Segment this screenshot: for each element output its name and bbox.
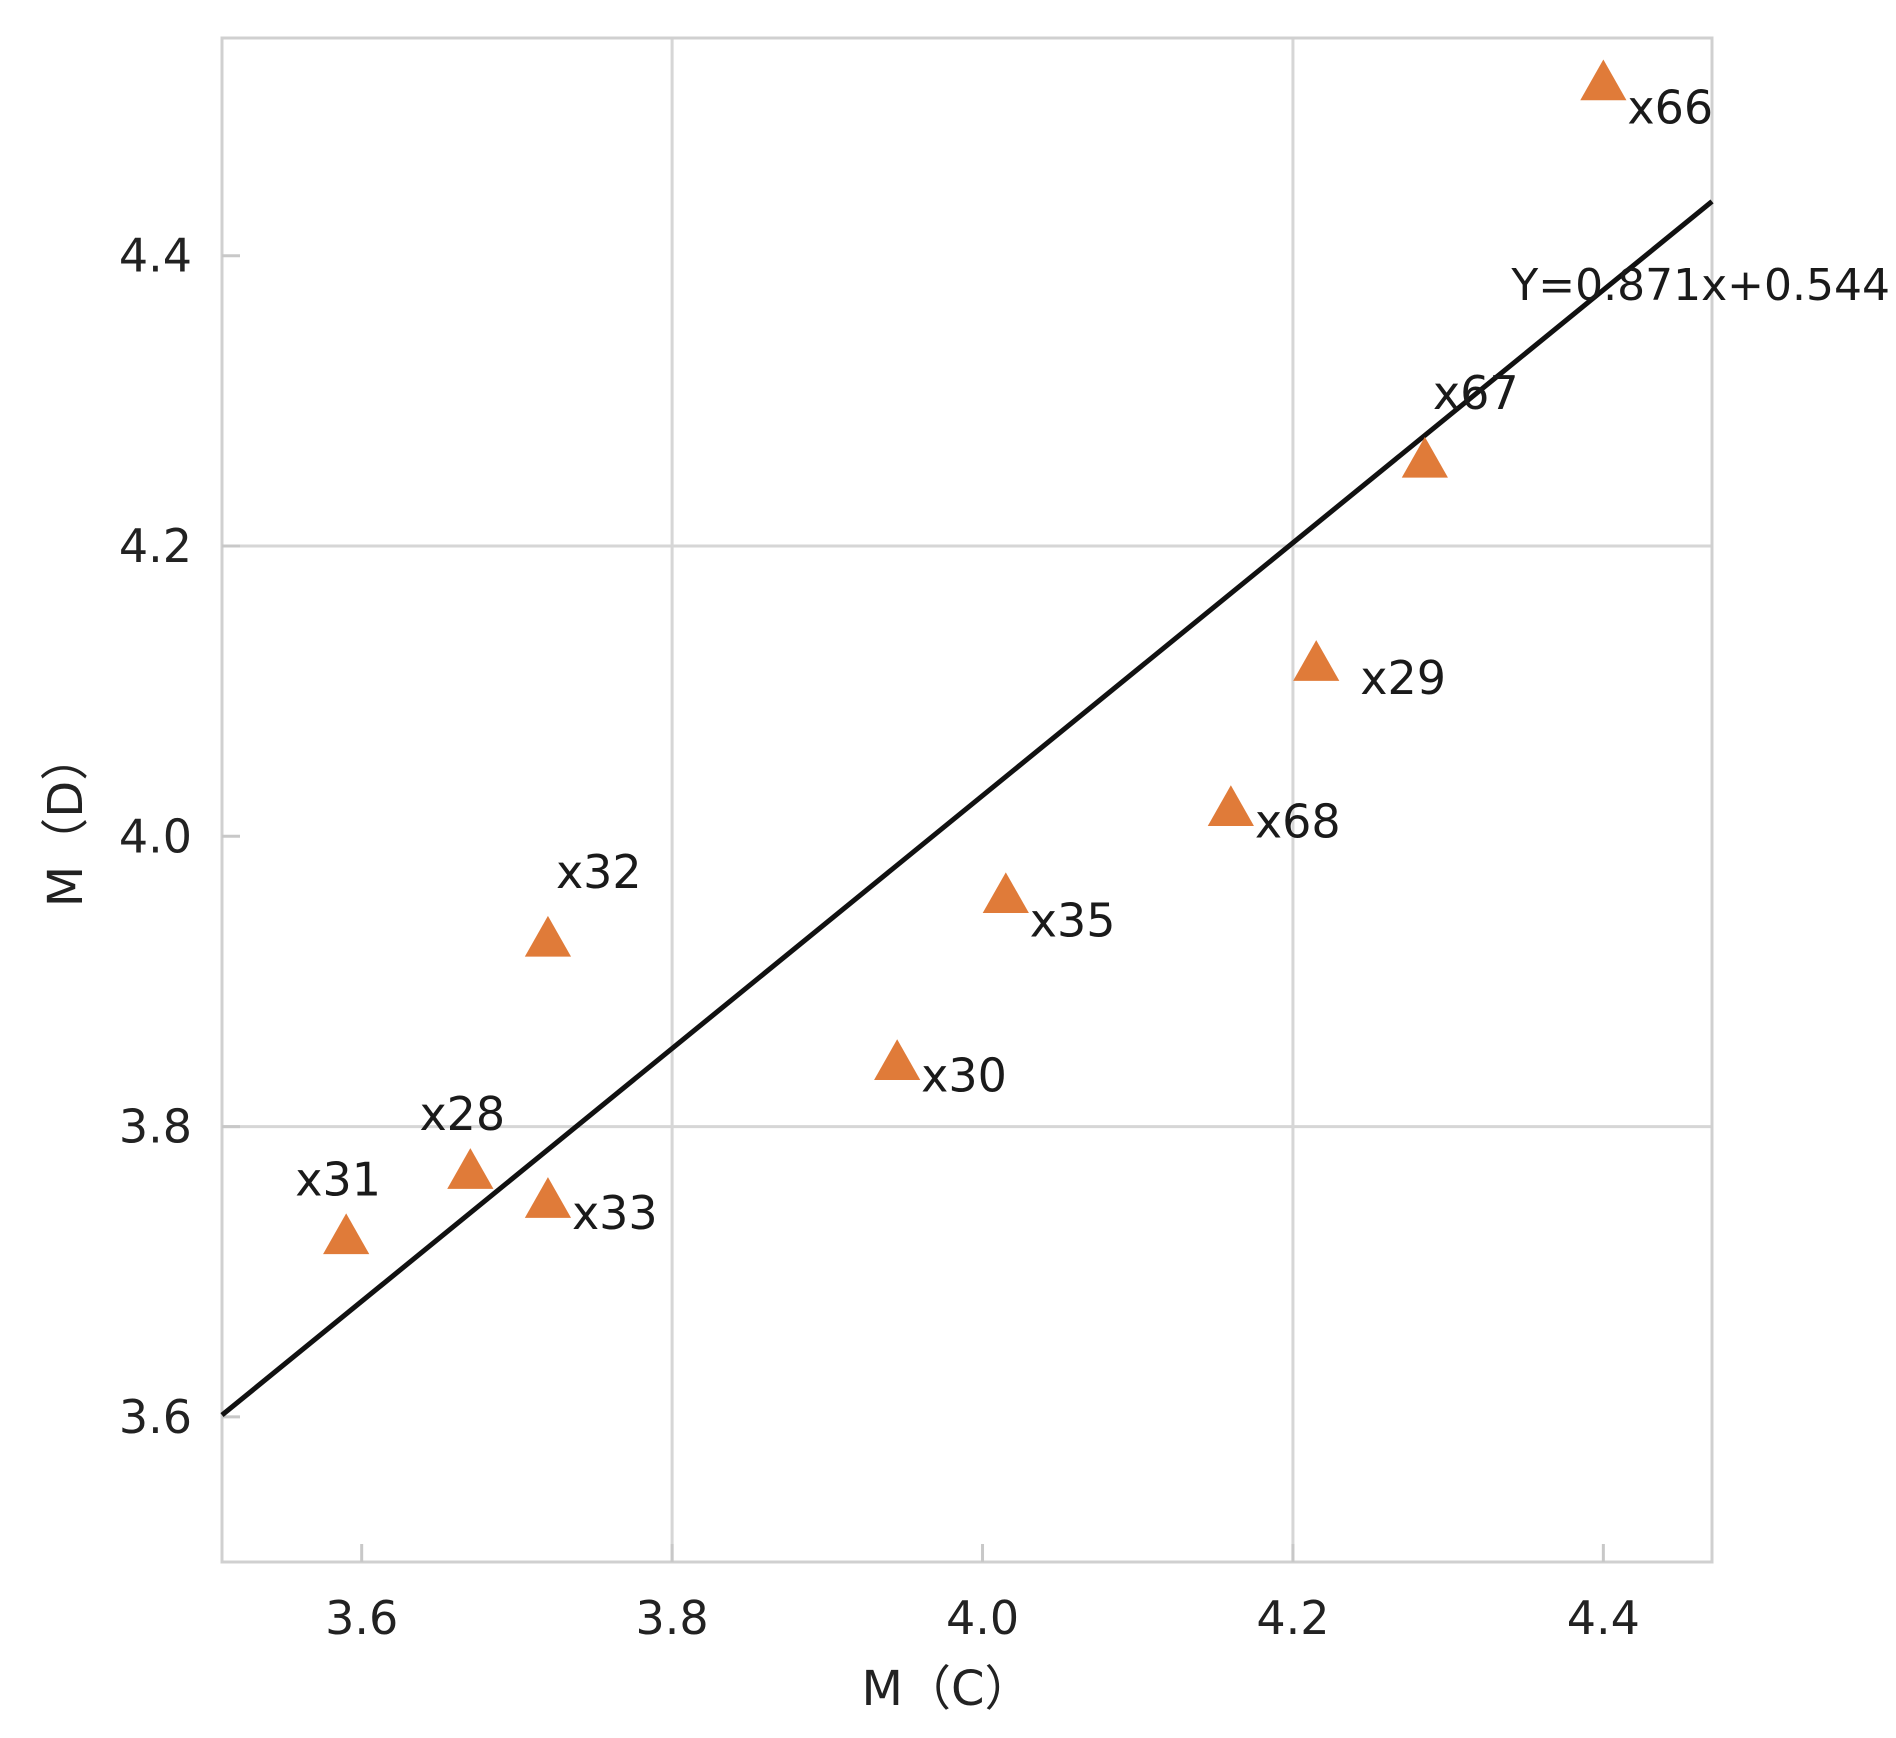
point-label-x28: x28: [419, 1087, 505, 1141]
data-point-x32: [524, 915, 572, 957]
x-tick-label: 4.2: [1256, 1591, 1329, 1645]
point-label-x35: x35: [1030, 893, 1116, 947]
y-tick-label: 3.8: [119, 1100, 192, 1154]
point-label-x66: x66: [1627, 81, 1713, 135]
x-tick-label: 4.0: [946, 1591, 1019, 1645]
point-label-x29: x29: [1360, 651, 1446, 705]
data-point-x31: [323, 1213, 370, 1255]
plot-frame: [220, 36, 1714, 1564]
trendline-equation: Y=0.871x+0.544: [1510, 260, 1890, 311]
y-axis-title: M（D）: [38, 733, 94, 907]
y-tick-label: 4.2: [119, 519, 192, 573]
grid-lines: [222, 38, 1712, 1562]
x-axis-ticks: 3.6 3.8 4.0 4.2 4.4: [325, 1544, 1640, 1645]
x-axis-title: M（C）: [862, 1661, 1033, 1717]
x-tick-label: 3.8: [636, 1591, 709, 1645]
data-point-x67: [1401, 436, 1448, 478]
data-point-x29: [1293, 640, 1340, 681]
x-tick-label: 4.4: [1567, 1591, 1640, 1645]
y-tick-label: 4.4: [119, 229, 192, 283]
y-tick-label: 4.0: [119, 809, 192, 863]
point-label-x32: x32: [556, 845, 642, 899]
point-label-x67: x67: [1433, 366, 1519, 420]
data-point-x66: [1580, 59, 1627, 101]
point-label-x30: x30: [921, 1048, 1007, 1102]
data-point-x68: [1207, 785, 1254, 826]
point-label-x33: x33: [572, 1186, 658, 1240]
plot-border: [220, 36, 1714, 1564]
trendline-group: Y=0.871x+0.544: [220, 199, 1890, 1418]
data-point-x33: [524, 1177, 572, 1218]
data-point-x30: [874, 1039, 921, 1080]
data-point-x35: [982, 872, 1029, 914]
data-point-x28: [447, 1148, 494, 1189]
trendline: [220, 199, 1714, 1418]
data-points: x66 x67 x29 x68 x35 x30 x32 x28 x33 x31: [295, 59, 1713, 1255]
y-axis-ticks: 3.6 3.8 4.0 4.2 4.4: [119, 229, 240, 1444]
y-tick-label: 3.6: [119, 1390, 192, 1444]
point-label-x68: x68: [1255, 794, 1341, 848]
x-tick-label: 3.6: [325, 1591, 398, 1645]
point-label-x31: x31: [295, 1152, 381, 1206]
